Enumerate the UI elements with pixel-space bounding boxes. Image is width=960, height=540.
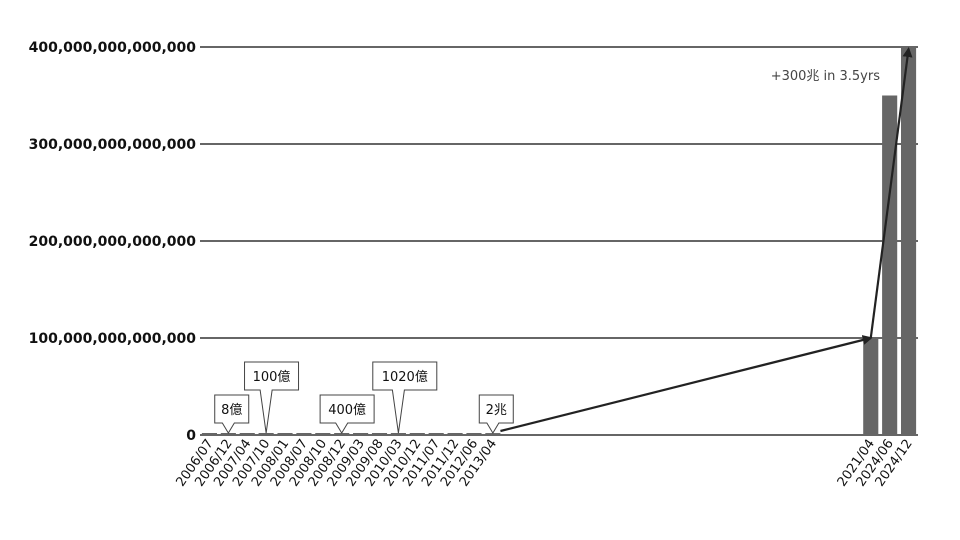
bar — [277, 433, 293, 435]
bar — [693, 434, 709, 435]
bar — [504, 434, 520, 435]
bar — [239, 433, 255, 435]
bar — [863, 338, 879, 435]
growth-arrow — [869, 47, 913, 339]
bar — [730, 434, 747, 435]
bars — [201, 47, 917, 435]
bar — [749, 434, 765, 435]
bar — [541, 434, 558, 435]
callout-box — [478, 394, 514, 434]
gridlines — [200, 46, 918, 436]
bar — [315, 433, 331, 435]
bar — [296, 433, 312, 435]
bar — [390, 433, 406, 435]
bar — [617, 434, 633, 435]
callout-label: 8億 — [221, 402, 242, 418]
callout: 2兆 — [478, 394, 514, 434]
callout: 8億 — [214, 394, 250, 434]
bar — [447, 433, 463, 435]
y-tick-label: 200,000,000,000,000 — [29, 234, 197, 250]
bar — [334, 433, 350, 435]
bar — [353, 433, 369, 435]
y-tick-label: 300,000,000,000,000 — [29, 137, 197, 153]
bar — [655, 434, 671, 435]
bar — [712, 434, 728, 435]
callout-box — [214, 394, 250, 434]
bar — [674, 434, 690, 435]
callout-box — [319, 394, 375, 434]
callout: 100億 — [244, 361, 300, 434]
bar — [768, 434, 784, 435]
bar — [560, 434, 577, 435]
callout-label: 400億 — [328, 402, 366, 418]
bar — [371, 433, 388, 435]
bar — [598, 434, 614, 435]
y-tick-label: 0 — [186, 428, 196, 444]
bar — [825, 434, 841, 435]
bar — [258, 433, 274, 435]
y-tick-label: 400,000,000,000,000 — [29, 40, 197, 56]
callout-label: 100億 — [253, 369, 291, 385]
bar — [806, 434, 822, 435]
y-tick-label: 100,000,000,000,000 — [29, 331, 197, 347]
growth-arrow — [500, 335, 873, 433]
bar — [579, 434, 595, 435]
bar — [787, 434, 803, 435]
bar — [201, 433, 218, 435]
growth-arrows: +300兆 in 3.5yrs — [500, 47, 913, 433]
growth-note-label: +300兆 in 3.5yrs — [771, 69, 881, 84]
bar — [409, 433, 425, 435]
callout: 400億 — [319, 394, 375, 434]
y-axis-tick-labels: 0 100,000,000,000,000 200,000,000,000,000 3… — [29, 40, 197, 444]
bar — [882, 95, 898, 435]
callout-label: 2兆 — [486, 403, 507, 418]
bar — [466, 433, 482, 435]
x-axis-tick-labels: 2006/072006/122007/042007/102008/012008/… — [173, 437, 915, 490]
bar — [900, 47, 917, 435]
bar — [523, 434, 539, 435]
bar — [636, 434, 652, 435]
callout-box — [372, 361, 438, 434]
callout-box — [244, 361, 300, 434]
callout-annotations: 8億 100億 400億 1020億 2兆 — [214, 361, 514, 434]
bar — [844, 434, 860, 435]
callout: 1020億 — [372, 361, 438, 434]
callout-label: 1020億 — [382, 369, 428, 385]
bar — [428, 433, 444, 435]
bar — [485, 433, 501, 435]
bar — [220, 433, 236, 435]
